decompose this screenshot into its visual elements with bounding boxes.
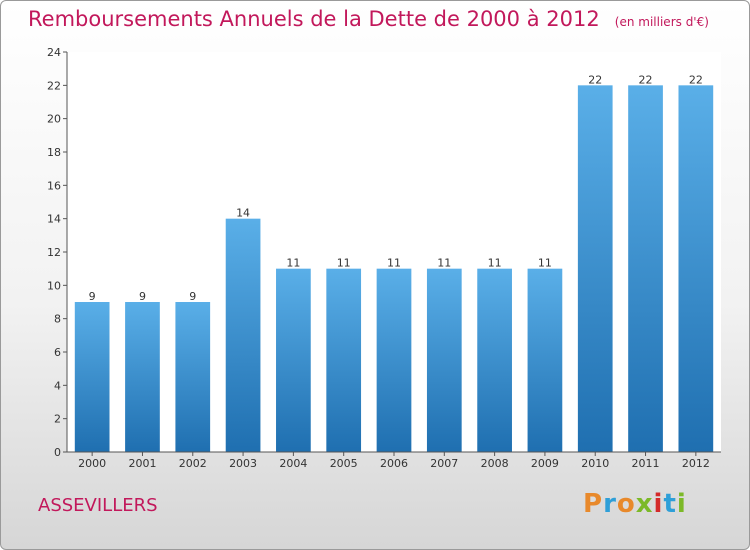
bar-value-label: 22 [588, 73, 602, 86]
logo-letter: o [616, 489, 636, 519]
x-tick-label: 2007 [430, 457, 458, 470]
logo-letter: x [635, 489, 654, 519]
chart-title: Remboursements Annuels de la Dette de 20… [28, 7, 600, 31]
y-tick-label: 6 [54, 346, 61, 359]
commune-name: ASSEVILLERS [38, 495, 158, 516]
bar-value-label: 11 [286, 257, 300, 270]
bar-value-label: 14 [236, 207, 250, 220]
bar [577, 85, 613, 452]
x-tick-label: 2011 [632, 457, 660, 470]
title-row: Remboursements Annuels de la Dette de 20… [28, 7, 709, 31]
x-tick-label: 2004 [279, 457, 307, 470]
bar-value-label: 9 [89, 290, 96, 303]
y-tick-label: 10 [47, 279, 61, 292]
proxiti-logo: Proxiti [583, 489, 687, 519]
bar [125, 302, 160, 452]
logo-letter: i [676, 489, 687, 519]
y-tick-label: 24 [47, 46, 61, 59]
bar [74, 302, 110, 452]
bar [326, 268, 362, 452]
bar [175, 302, 211, 452]
bar [477, 268, 512, 452]
y-tick-label: 8 [54, 313, 61, 326]
x-tick-label: 2008 [481, 457, 509, 470]
x-tick-label: 2001 [128, 457, 156, 470]
y-tick-label: 12 [47, 246, 61, 259]
y-tick-label: 4 [54, 379, 61, 392]
bar-value-label: 11 [387, 257, 401, 270]
x-tick-label: 2009 [531, 457, 559, 470]
bar [628, 85, 663, 452]
bar [376, 268, 412, 452]
x-axis: 2000 2001 2002 2003 2004 2005 2006 2007 2008 2009… [67, 451, 721, 470]
bar [426, 268, 462, 452]
bar-value-label: 11 [337, 257, 351, 270]
logo-letter: P [583, 489, 604, 519]
y-tick-label: 16 [47, 179, 61, 192]
chart-unit: (en milliers d'€) [614, 15, 709, 29]
y-tick-label: 0 [54, 446, 61, 459]
bar-value-label: 9 [189, 290, 196, 303]
bars: 9 9 9 14 11 11 11 11 11 11 22 22 22 [74, 73, 714, 452]
bar-value-label: 11 [538, 257, 552, 270]
bar-value-label: 9 [139, 290, 146, 303]
bar [678, 85, 714, 452]
x-tick-label: 2006 [380, 457, 408, 470]
bar-value-label: 22 [689, 73, 703, 86]
y-tick-label: 18 [47, 146, 61, 159]
bar-value-label: 11 [437, 257, 451, 270]
y-tick-label: 20 [47, 113, 61, 126]
x-tick-label: 2012 [682, 457, 710, 470]
logo-letter: t [663, 489, 677, 519]
logo-letter: i [653, 489, 664, 519]
x-tick-label: 2005 [330, 457, 358, 470]
x-tick-label: 2002 [179, 457, 207, 470]
x-tick-label: 2010 [581, 457, 609, 470]
y-tick-label: 14 [47, 213, 61, 226]
bar [527, 268, 563, 452]
y-tick-label: 22 [47, 79, 61, 92]
bar-value-label: 22 [639, 73, 653, 86]
bar-value-label: 11 [488, 257, 502, 270]
bar [276, 268, 311, 452]
y-tick-label: 2 [54, 413, 61, 426]
bar [225, 218, 261, 452]
logo-letter: r [603, 489, 617, 519]
x-tick-label: 2000 [78, 457, 106, 470]
x-tick-label: 2003 [229, 457, 257, 470]
